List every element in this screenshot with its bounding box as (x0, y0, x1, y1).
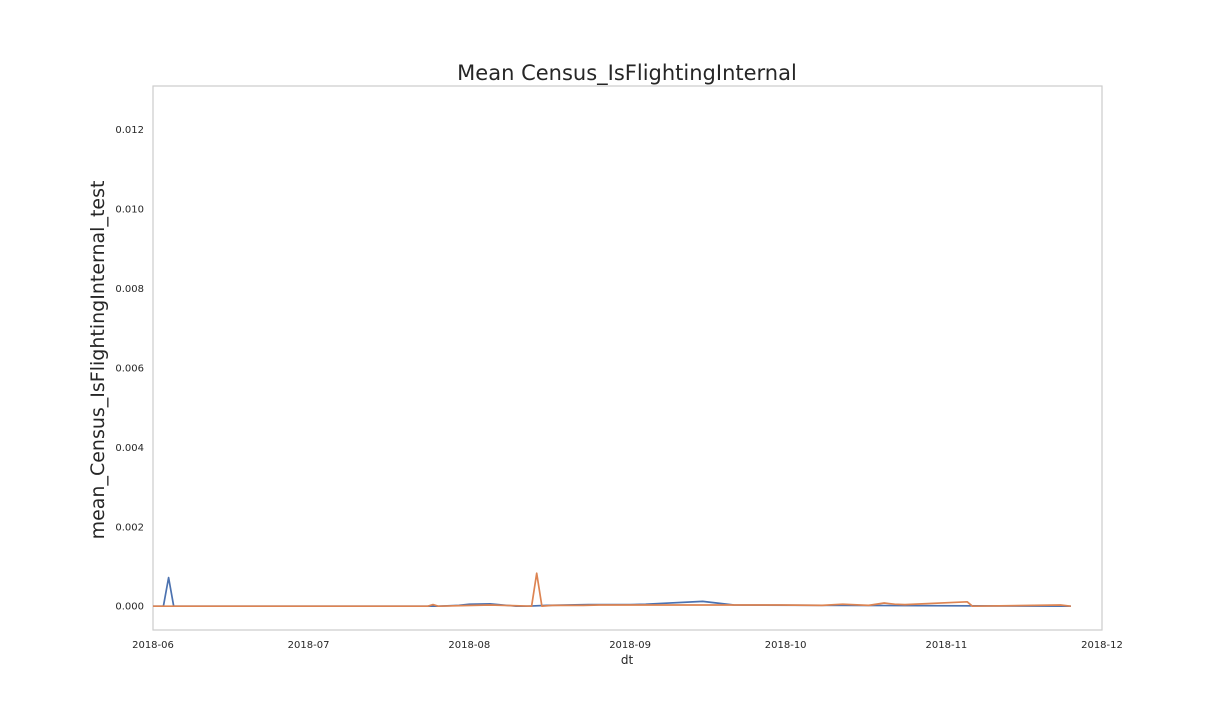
x-tick-label: 2018-11 (926, 640, 968, 651)
x-axis-ticks: 2018-06 2018-07 2018-08 2018-09 2018-10 2018-… (132, 640, 1123, 651)
y-tick-label: 0.010 (115, 205, 144, 216)
y-tick-label: 0.012 (115, 125, 144, 136)
series-line-2 (153, 572, 1071, 608)
y-tick-label: 0.002 (115, 522, 144, 533)
y-axis-label: mean_Census_IsFlightingInternal_test (87, 181, 109, 540)
x-tick-label: 2018-09 (609, 640, 651, 651)
y-axis-ticks: 0.000 0.002 0.004 0.006 0.008 0.010 0.012 (115, 125, 144, 612)
y-tick-label: 0.000 (115, 602, 144, 613)
y-tick-label: 0.004 (115, 443, 144, 454)
y-tick-label: 0.008 (115, 284, 144, 295)
x-tick-label: 2018-12 (1081, 640, 1123, 651)
x-tick-label: 2018-10 (765, 640, 807, 651)
series-layer (153, 572, 1071, 608)
x-tick-label: 2018-07 (288, 640, 330, 651)
plot-area (152, 85, 1103, 631)
x-tick-label: 2018-08 (448, 640, 490, 651)
y-tick-label: 0.006 (115, 363, 144, 374)
x-tick-label: 2018-06 (132, 640, 174, 651)
x-axis-label: dt (621, 653, 634, 667)
chart-title: Mean Census_IsFlightingInternal (457, 61, 797, 86)
